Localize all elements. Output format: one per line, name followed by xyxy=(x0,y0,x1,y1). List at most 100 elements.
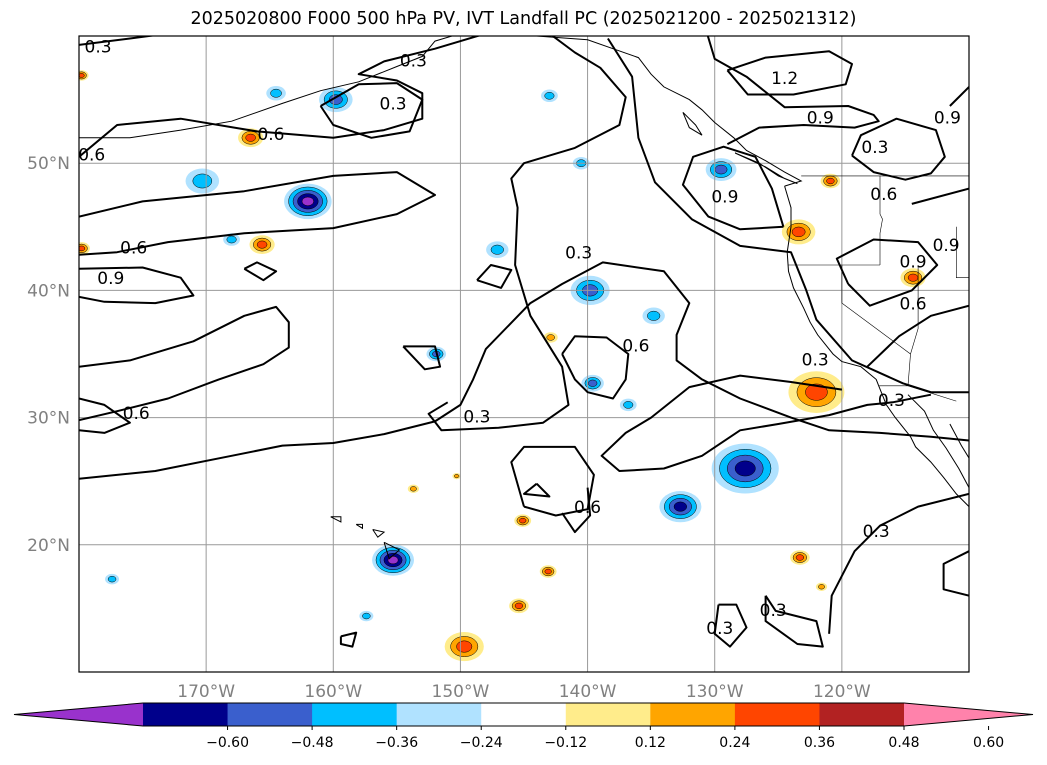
colorbar-tick-label: −0.48 xyxy=(291,735,334,751)
pv-anomaly-blob xyxy=(238,128,264,148)
pv-anomaly-ring xyxy=(226,235,237,244)
coastline xyxy=(949,423,969,459)
latitude-tick-label: 30°N xyxy=(27,409,70,429)
pv-anomaly-ring xyxy=(79,245,86,252)
pv-anomaly-blob xyxy=(509,598,529,614)
ivt-contour xyxy=(706,36,880,145)
ivt-contour xyxy=(79,305,290,422)
pv-anomaly-ring xyxy=(587,379,598,387)
ivt-contour xyxy=(243,261,278,282)
ivt-contour xyxy=(764,595,824,648)
map-background xyxy=(79,36,969,672)
pv-anomaly-blob xyxy=(543,332,558,343)
pv-anomaly-blob xyxy=(223,233,240,246)
pv-anomaly-ring xyxy=(514,602,524,609)
coastline xyxy=(383,541,401,560)
colorbar-tick-label: 0.60 xyxy=(973,735,1004,751)
state-border xyxy=(841,265,911,355)
ivt-contour xyxy=(510,445,595,517)
ivt-contour xyxy=(726,50,853,96)
contour-label: 0.6 xyxy=(120,238,147,258)
pv-anomaly-blob xyxy=(372,544,415,576)
colorbar-segment xyxy=(227,703,313,726)
ivt-contour xyxy=(851,117,946,181)
pv-anomaly-ring xyxy=(795,554,805,561)
coastline xyxy=(355,523,363,530)
pv-anomaly-blob xyxy=(790,550,810,565)
colorbar-segment xyxy=(650,703,736,726)
colorbar-tick-label: −0.36 xyxy=(375,735,418,751)
colorbar-extend-min xyxy=(14,703,143,726)
map-title: 2025020800 F000 500 hPa PV, IVT Landfall… xyxy=(190,9,857,29)
pv-anomaly-blob xyxy=(284,183,332,220)
colorbar-tick-label: 0.24 xyxy=(719,735,750,751)
colorbar-tick-label: −0.24 xyxy=(460,735,503,751)
ivt-contour xyxy=(79,36,482,158)
pv-anomaly-layer xyxy=(79,70,926,662)
gridlines xyxy=(79,36,969,672)
pv-anomaly-ring xyxy=(544,91,555,100)
latitude-tick-labels: 20°N 30°N 40°N 50°N xyxy=(27,154,70,556)
pv-anomaly-blob xyxy=(900,268,926,288)
pv-anomaly-blob xyxy=(514,514,532,527)
pv-anomaly-ring xyxy=(270,88,282,98)
ivt-contour xyxy=(523,482,551,498)
contour-label: 0.6 xyxy=(123,404,150,424)
ivt-contour xyxy=(476,264,513,289)
pv-anomaly-blob xyxy=(815,582,828,591)
pv-anomaly-ring xyxy=(456,640,473,653)
colorbar-tick-label: 0.12 xyxy=(635,735,666,751)
ivt-contour xyxy=(866,304,969,368)
ivt-contour xyxy=(607,37,969,394)
contour-label: 0.6 xyxy=(900,294,927,314)
colorbar-tick-label: 0.36 xyxy=(804,735,835,751)
state-border xyxy=(879,175,883,265)
pv-anomaly-blob xyxy=(359,610,374,622)
longitude-tick-label: 130°W xyxy=(686,682,744,702)
ivt-contour xyxy=(79,36,157,46)
colorbar-segment xyxy=(396,703,482,726)
pv-anomaly-ring xyxy=(301,196,314,206)
state-border xyxy=(907,265,919,386)
pv-anomaly-blob xyxy=(185,168,220,194)
pv-anomaly-blob xyxy=(486,241,509,259)
colorbar-segment xyxy=(819,703,905,726)
colorbar-segment xyxy=(734,703,820,726)
ivt-contour xyxy=(339,631,358,648)
ivt-contour xyxy=(402,345,442,371)
state-border xyxy=(956,226,969,278)
pv-anomaly-ring xyxy=(362,612,371,620)
pv-anomaly-ring xyxy=(734,460,756,477)
contour-label: 0.6 xyxy=(870,185,897,205)
pv-anomaly-blob xyxy=(249,235,275,254)
pv-anomaly-blob xyxy=(539,565,557,578)
contour-label: 0.3 xyxy=(380,95,407,115)
pv-anomaly-ring xyxy=(673,501,687,512)
coastline xyxy=(526,36,803,187)
contour-label: 0.3 xyxy=(863,522,890,542)
coastline xyxy=(878,385,969,507)
pv-anomaly-ring xyxy=(546,334,555,341)
colorbar-segment xyxy=(481,703,567,726)
contour-label: 0.9 xyxy=(807,109,834,129)
pv-anomaly-ring xyxy=(544,568,552,575)
pv-anomaly-ring xyxy=(791,226,806,238)
pv-anomaly-ring xyxy=(826,177,835,185)
ivt-contour xyxy=(79,397,131,434)
coastline xyxy=(968,506,969,507)
ivt-contour xyxy=(713,603,748,648)
pv-anomaly-blob xyxy=(105,573,120,585)
pv-anomaly-blob xyxy=(659,491,702,523)
contour-label: 0.3 xyxy=(565,244,592,264)
ivt-contour xyxy=(942,550,969,597)
pv-anomaly-ring xyxy=(79,73,85,78)
ivt-contour xyxy=(828,492,969,634)
coastline xyxy=(372,529,386,538)
pv-anomaly-blob xyxy=(452,472,461,480)
pv-anomaly-ring xyxy=(453,474,460,479)
longitude-tick-label: 140°W xyxy=(559,682,617,702)
contour-label: 0.3 xyxy=(760,601,787,621)
coastline xyxy=(682,111,703,136)
pv-anomaly-blob xyxy=(581,374,604,392)
pv-anomaly-ring xyxy=(387,555,399,565)
